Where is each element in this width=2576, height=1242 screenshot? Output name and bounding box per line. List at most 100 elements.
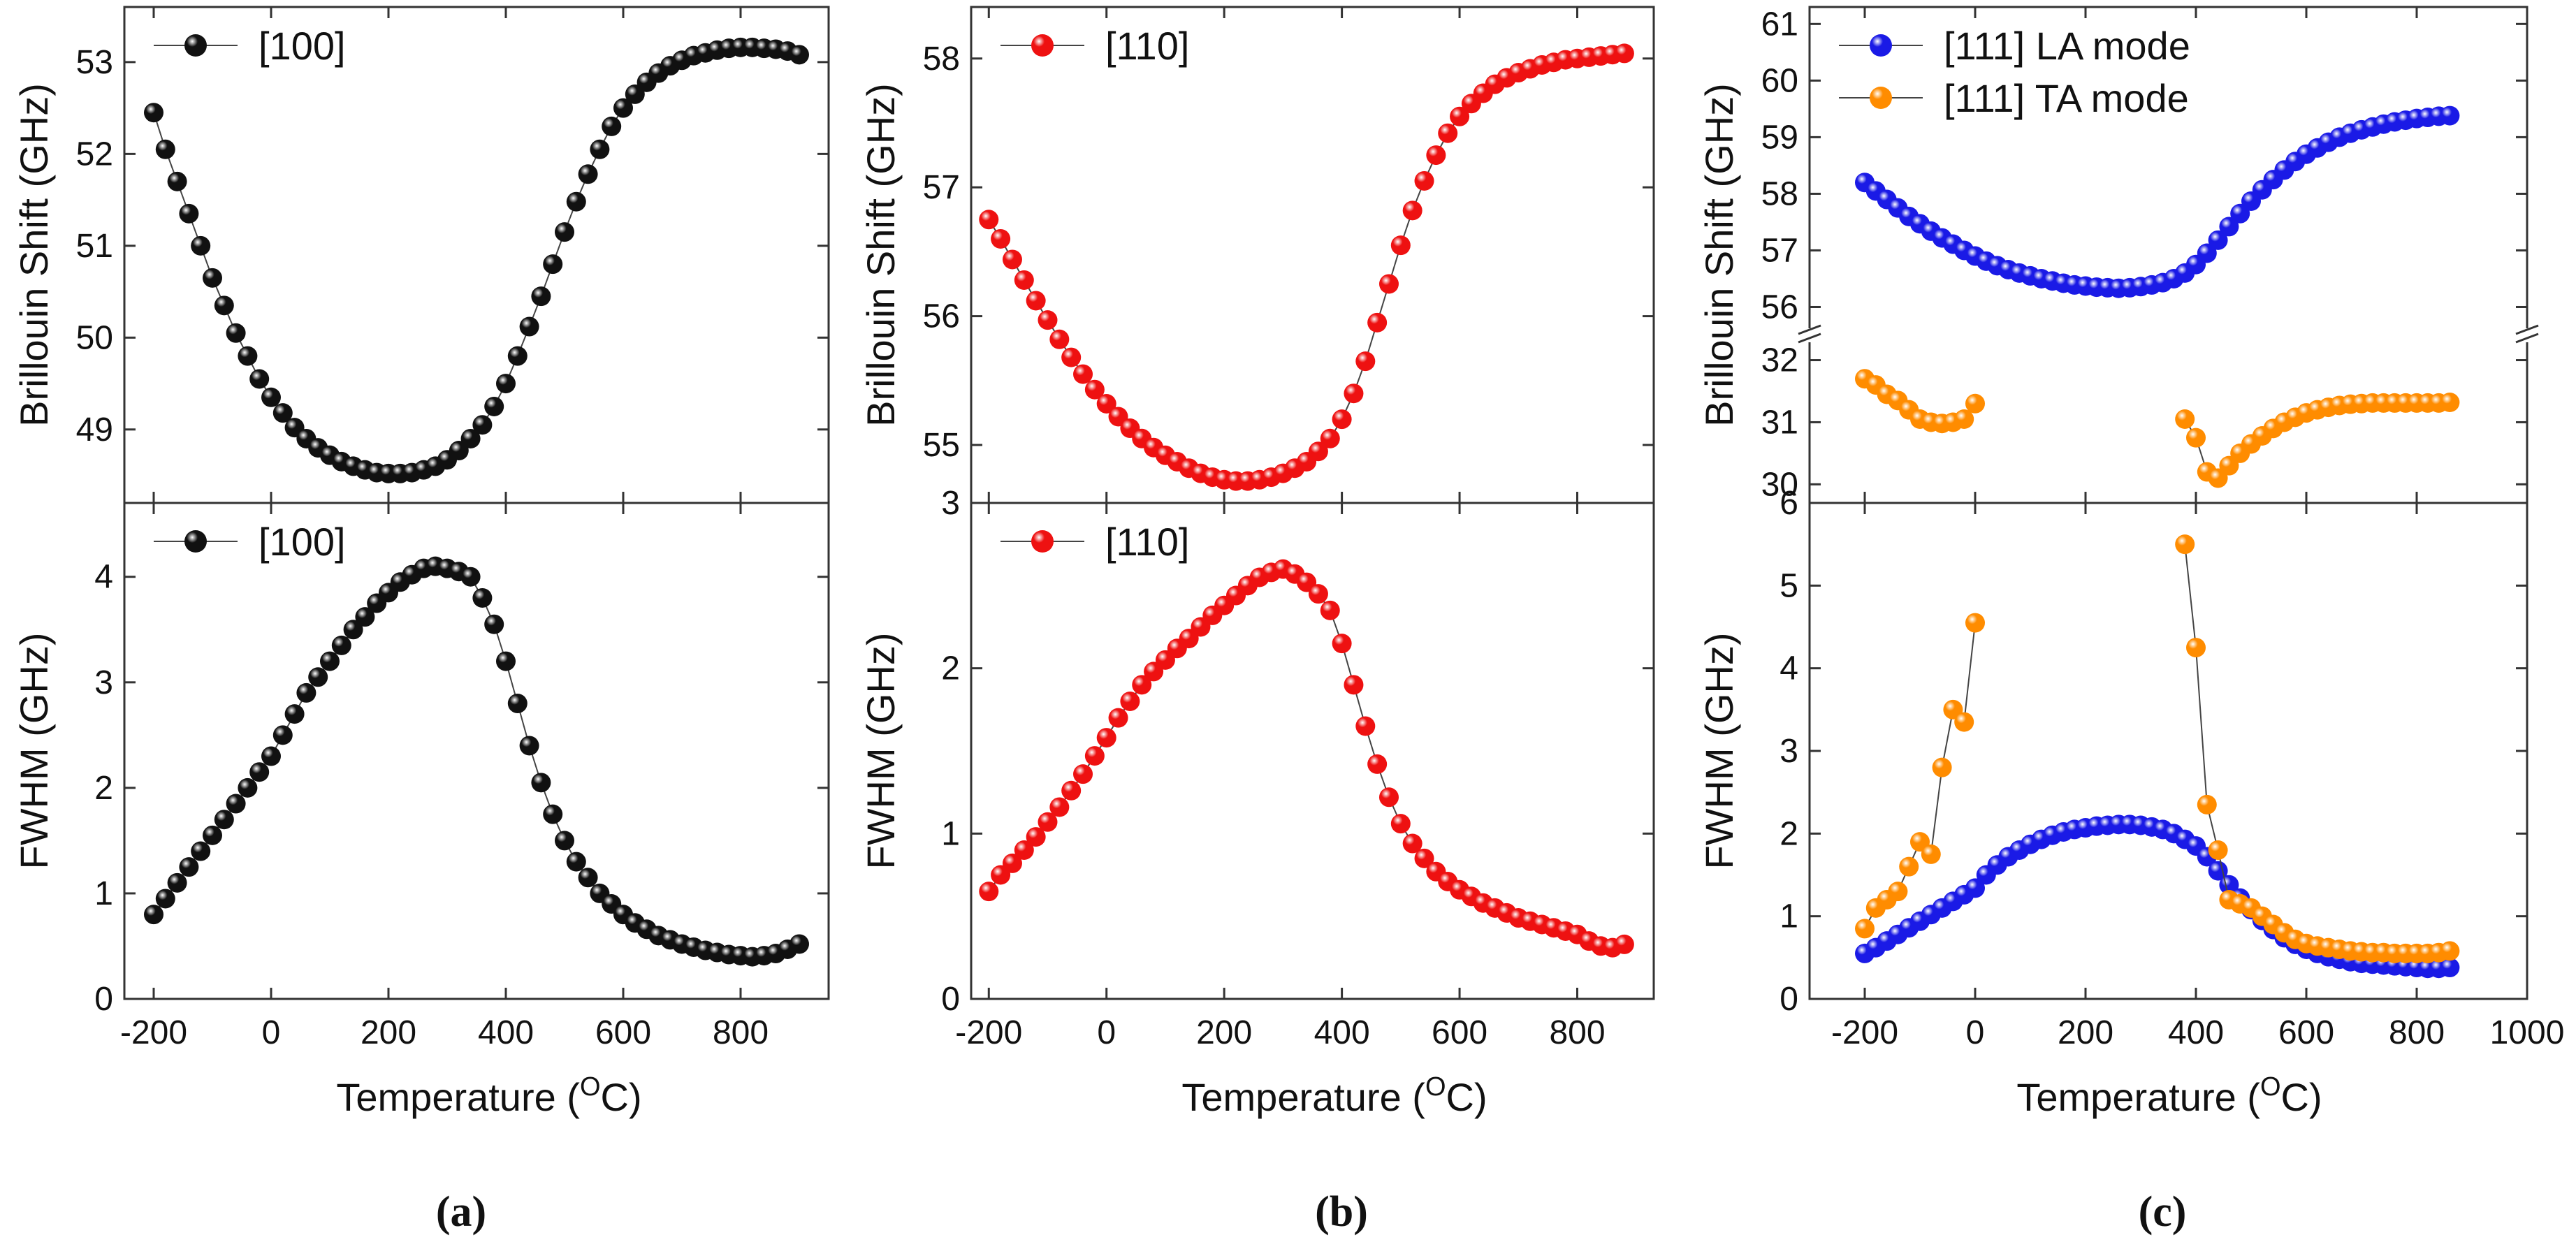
legend-marker-b-top	[1031, 34, 1054, 57]
data-point-b-top	[1096, 394, 1116, 414]
data-point-b-bottom	[1414, 848, 1434, 868]
y-tick-label-c-bottom: 4	[1780, 650, 1798, 687]
y-tick-label-a-bottom: 3	[94, 664, 113, 701]
data-point-a-top	[214, 295, 234, 316]
data-point-a-top	[531, 286, 551, 307]
series-line-a-top	[153, 46, 800, 474]
y-tick-label-a-top: 50	[76, 319, 113, 356]
y-tick-label-c-top-upper: 60	[1761, 62, 1798, 99]
data-point-a-bottom	[226, 794, 246, 814]
y-tick-label-c-bottom: 5	[1780, 567, 1798, 604]
data-point-a-bottom	[531, 773, 551, 793]
x-axis-label-a: Temperature (OC)	[336, 1072, 641, 1119]
data-point-b-top	[1355, 351, 1376, 372]
y-tick-label-a-bottom: 0	[94, 981, 113, 1018]
legend-marker-c-top-ta	[1870, 87, 1892, 109]
data-point-b-bottom	[1073, 764, 1093, 784]
data-point-c-bottom-ta	[1855, 919, 1875, 939]
data-point-a-bottom	[203, 825, 222, 845]
plot-frame-a-bottom	[123, 502, 830, 1000]
data-point-b-bottom	[1390, 814, 1411, 834]
y-tick-label-b-top: 58	[923, 41, 960, 78]
panel-caption-c: (c)	[2139, 1188, 2187, 1236]
data-point-a-bottom	[519, 736, 539, 756]
y-axis-label-a-top: Brillouin Shift (GHz)	[12, 83, 56, 427]
data-point-b-bottom	[1061, 780, 1082, 801]
data-point-b-top	[1026, 291, 1046, 311]
data-point-a-top	[155, 139, 175, 159]
y-tick-label-c-top-lower: 31	[1761, 404, 1798, 441]
y-axis-label-b-bottom: FWHM (GHz)	[859, 632, 903, 869]
x-tick-label-b-bottom: 0	[1097, 1014, 1116, 1051]
data-point-a-bottom	[472, 587, 493, 608]
data-point-a-bottom	[331, 635, 351, 655]
y-tick-label-c-bottom: 3	[1780, 733, 1798, 770]
y-tick-label-a-top: 49	[76, 411, 113, 448]
series-line-b-top	[988, 52, 1625, 482]
data-point-a-top	[238, 346, 258, 366]
data-point-c-top-la	[2208, 230, 2228, 250]
data-point-c-bottom-ta	[2186, 638, 2206, 658]
data-point-a-bottom	[155, 889, 175, 909]
data-point-a-bottom	[272, 725, 293, 745]
data-point-b-top	[1367, 312, 1388, 333]
x-tick-label-c-bottom: 600	[2278, 1014, 2334, 1051]
data-point-c-bottom-ta	[2208, 840, 2228, 860]
data-point-c-top-ta	[1954, 409, 1974, 429]
data-point-c-top-la	[2197, 243, 2217, 263]
data-point-a-bottom	[578, 868, 598, 888]
data-point-c-bottom-ta	[1888, 882, 1908, 902]
data-point-b-bottom	[1332, 634, 1352, 654]
y-axis-label-c-top: Brillouin Shift (GHz)	[1697, 83, 1741, 427]
data-point-b-top	[1402, 200, 1422, 221]
data-point-b-bottom	[1355, 716, 1376, 736]
x-axis-label-b: Temperature (OC)	[1181, 1072, 1487, 1119]
data-point-a-bottom	[355, 607, 375, 627]
data-point-b-top	[979, 210, 999, 230]
data-point-a-bottom	[179, 857, 199, 877]
data-point-b-bottom	[1014, 840, 1034, 860]
series-line-b-bottom	[988, 568, 1625, 949]
data-point-c-bottom-la	[1965, 878, 1985, 898]
data-point-c-bottom-la	[2440, 958, 2460, 978]
data-point-a-top	[484, 396, 504, 416]
data-point-a-top	[555, 222, 574, 242]
x-tick-label-a-bottom: 0	[262, 1014, 281, 1051]
data-point-b-bottom	[1049, 797, 1070, 817]
data-point-a-bottom	[238, 777, 258, 798]
data-point-a-bottom	[167, 872, 187, 893]
data-point-a-bottom	[249, 762, 270, 782]
data-point-b-bottom	[979, 882, 999, 902]
data-point-c-top-ta	[2175, 409, 2195, 429]
data-point-a-top	[144, 103, 163, 123]
legend-marker-a-top	[184, 34, 207, 57]
plot-frame-b-top	[970, 6, 1655, 504]
data-point-a-bottom	[320, 651, 340, 671]
axis-break-mark	[2515, 333, 2539, 344]
data-point-b-bottom	[1002, 853, 1022, 873]
data-point-b-bottom	[1132, 675, 1152, 695]
axis-break-mark	[1798, 324, 1821, 335]
data-point-b-bottom	[1038, 812, 1058, 832]
data-point-b-bottom	[1378, 787, 1399, 808]
y-tick-label-c-bottom: 2	[1780, 815, 1798, 852]
data-point-a-top	[578, 164, 598, 184]
data-point-b-bottom	[1344, 675, 1364, 695]
x-tick-label-b-bottom: 200	[1196, 1014, 1252, 1051]
data-point-b-top	[1308, 441, 1328, 462]
data-point-c-top-la	[2440, 105, 2460, 126]
y-tick-label-c-top-upper: 56	[1761, 288, 1798, 326]
x-tick-label-c-bottom: 0	[1966, 1014, 1985, 1051]
data-point-a-top	[449, 441, 469, 461]
x-tick-label-b-bottom: 600	[1432, 1014, 1487, 1051]
data-point-a-bottom	[191, 841, 211, 861]
data-point-b-top	[1332, 409, 1352, 430]
y-tick-label-c-top-upper: 59	[1761, 119, 1798, 156]
x-tick-label-b-bottom: -200	[955, 1014, 1022, 1051]
data-point-a-top	[613, 98, 633, 118]
y-tick-label-c-top-lower: 32	[1761, 342, 1798, 379]
data-point-c-top-ta	[2440, 393, 2460, 412]
series-line-a-bottom	[153, 565, 800, 958]
data-point-a-top	[625, 84, 645, 104]
